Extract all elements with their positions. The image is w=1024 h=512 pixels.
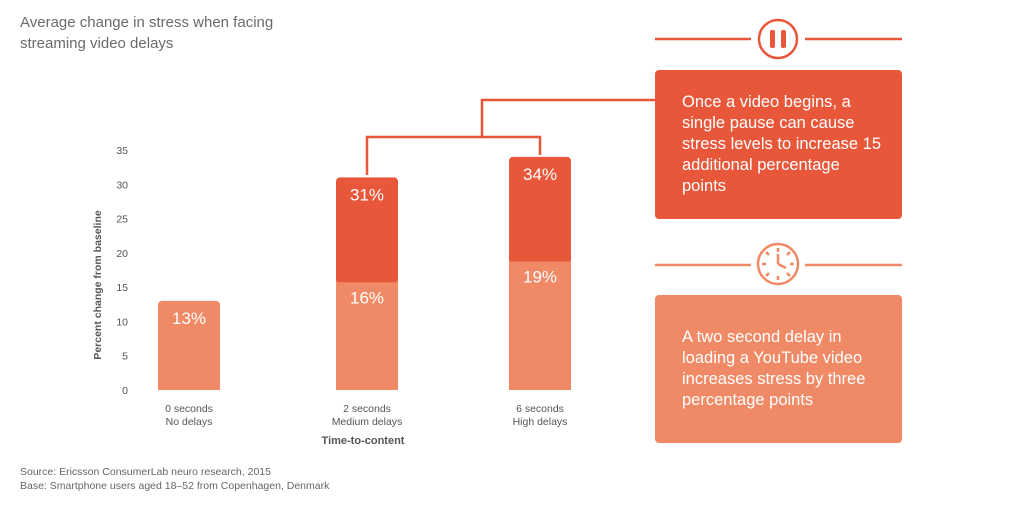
data-label: 31% xyxy=(350,185,384,204)
x-tick-sublabel: High delays xyxy=(513,416,568,428)
delay-callout-text: A two second delay in loading a YouTube … xyxy=(682,328,866,409)
y-tick-label: 10 xyxy=(116,316,128,328)
chart-title: Average change in stress when facing str… xyxy=(20,14,274,52)
pause-callout: Once a video begins, a single pause can … xyxy=(655,70,902,219)
y-tick-label: 30 xyxy=(116,179,128,191)
base-note: Base: Smartphone users aged 18–52 from C… xyxy=(20,480,330,492)
data-label: 19% xyxy=(523,268,557,287)
pause-callout-text: Once a video begins, a single pause can … xyxy=(682,93,882,195)
bar-segment-delay xyxy=(336,282,398,390)
x-tick-sublabel: Medium delays xyxy=(332,416,403,428)
bar-segment-pause xyxy=(509,156,571,264)
bar-segment-delay xyxy=(158,300,220,390)
x-tick-label: 6 seconds xyxy=(516,403,564,415)
data-label: 13% xyxy=(172,309,206,328)
data-label: 34% xyxy=(523,165,557,184)
x-tick-label: 2 seconds xyxy=(343,403,391,415)
y-tick-label: 0 xyxy=(122,385,128,397)
data-label: 16% xyxy=(350,288,384,307)
pause-bracket xyxy=(365,98,655,175)
bar-segment-base xyxy=(158,386,220,390)
bar-segment-pause xyxy=(336,177,398,285)
bar-segment-delay xyxy=(509,261,571,390)
y-tick-label: 35 xyxy=(116,145,128,157)
y-tick-label: 5 xyxy=(122,351,128,363)
bars: 13% 16% 31% 19% 34% xyxy=(158,156,571,390)
clock-icon xyxy=(756,242,800,286)
y-tick-label: 25 xyxy=(116,214,128,226)
y-tick-label: 15 xyxy=(116,282,128,294)
y-tick-label: 20 xyxy=(116,248,128,260)
y-axis-label: Percent change from baseline xyxy=(92,210,104,360)
x-tick-sublabel: No delays xyxy=(166,416,213,428)
x-tick-label: 0 seconds xyxy=(165,403,213,415)
delay-callout: A two second delay in loading a YouTube … xyxy=(655,295,902,443)
x-axis-label: Time-to-content xyxy=(322,435,405,447)
y-axis: 0 5 10 15 20 25 30 35 xyxy=(116,145,128,397)
source-note: Source: Ericsson ConsumerLab neuro resea… xyxy=(20,466,271,478)
pause-icon xyxy=(757,18,799,60)
